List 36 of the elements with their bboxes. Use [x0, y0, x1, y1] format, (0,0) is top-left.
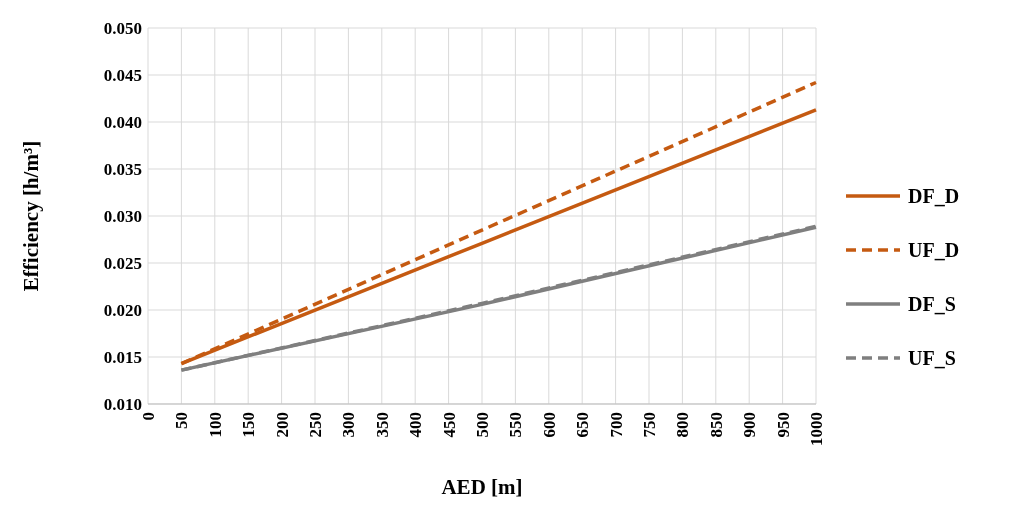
y-axis-title: Efficiency [h/m³] [19, 140, 43, 292]
x-tick-label: 900 [740, 412, 760, 438]
x-tick-label: 400 [406, 412, 426, 438]
y-tick-label: 0.025 [103, 254, 142, 273]
legend-label: UF_S [908, 347, 956, 369]
x-tick-label: 550 [506, 412, 526, 438]
legend-label: UF_D [908, 239, 960, 261]
x-tick-label: 650 [573, 412, 593, 438]
y-tick-label: 0.045 [103, 66, 142, 85]
x-tick-label: 450 [439, 412, 459, 438]
x-tick-label: 200 [272, 412, 292, 438]
y-tick-label: 0.050 [103, 19, 142, 38]
y-tick-label: 0.015 [103, 348, 142, 367]
legend-label: DF_D [908, 185, 960, 207]
x-tick-label: 1000 [807, 412, 826, 446]
y-tick-label: 0.010 [103, 395, 142, 414]
y-tick-label: 0.040 [103, 113, 142, 132]
x-tick-label: 750 [640, 412, 659, 438]
x-tick-label: 950 [773, 412, 793, 438]
y-tick-label: 0.020 [103, 301, 142, 320]
y-tick-label: 0.035 [103, 160, 142, 179]
x-axis-title: AED [m] [441, 475, 523, 499]
x-tick-label: 250 [306, 412, 325, 438]
x-tick-label: 0 [139, 412, 158, 421]
legend-label: DF_S [908, 293, 956, 315]
x-tick-label: 600 [539, 412, 559, 438]
x-tick-label: 350 [372, 412, 392, 438]
x-tick-label: 500 [473, 412, 492, 438]
x-tick-label: 300 [339, 412, 359, 438]
x-tick-label: 150 [239, 412, 259, 438]
x-tick-label: 100 [205, 412, 225, 438]
x-tick-label: 700 [606, 412, 626, 438]
y-tick-label: 0.030 [103, 207, 142, 226]
x-tick-label: 50 [172, 412, 192, 429]
x-tick-label: 850 [706, 412, 726, 438]
x-tick-label: 800 [673, 412, 693, 438]
